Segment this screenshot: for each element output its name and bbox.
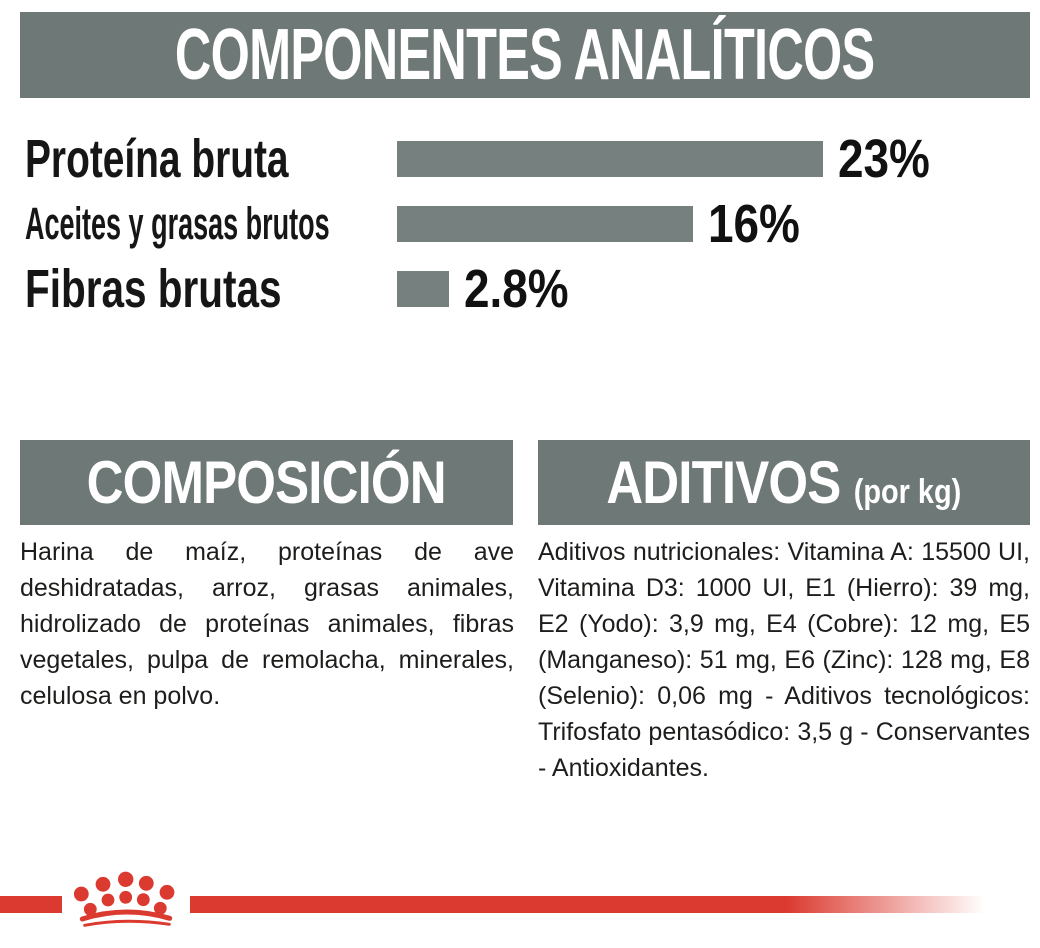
chart-bar	[397, 205, 693, 242]
chart-value-label: 16%	[708, 193, 800, 254]
composition-title: COMPOSICIÓN	[86, 449, 447, 516]
composition-banner: COMPOSICIÓN	[20, 440, 513, 525]
chart-row-label: Fibras brutas	[25, 258, 282, 319]
chart-row: Fibras brutas 2.8%	[25, 256, 1025, 321]
analytical-components-title: COMPONENTES ANALÍTICOS	[175, 15, 875, 95]
chart-value-label: 2.8%	[464, 258, 569, 319]
chart-row-label: Proteína bruta	[25, 128, 289, 189]
chart-row: Proteína bruta 23%	[25, 126, 1025, 191]
chart-value-label: 23%	[838, 128, 930, 189]
additives-subtitle: (por kg)	[853, 473, 962, 511]
additives-banner: ADITIVOS (por kg)	[538, 440, 1030, 525]
chart-row: Aceites y grasas brutos 16%	[25, 191, 1025, 256]
chart-row-label: Aceites y grasas brutos	[25, 197, 330, 249]
royal-canin-crown-icon	[73, 871, 175, 927]
analytical-components-chart: Proteína bruta 23% Aceites y grasas brut…	[25, 126, 1025, 321]
footer-rule-left	[0, 896, 62, 913]
analytical-components-banner: COMPONENTES ANALÍTICOS	[20, 12, 1030, 98]
composition-text: Harina de maíz, proteínas de ave deshidr…	[20, 538, 514, 710]
additives-title: ADITIVOS	[606, 449, 842, 516]
chart-bar	[397, 270, 449, 307]
chart-bar	[397, 140, 823, 177]
footer-rule-right	[190, 896, 985, 913]
additives-text: Aditivos nutricionales: Vitamina A: 1550…	[538, 538, 1030, 782]
